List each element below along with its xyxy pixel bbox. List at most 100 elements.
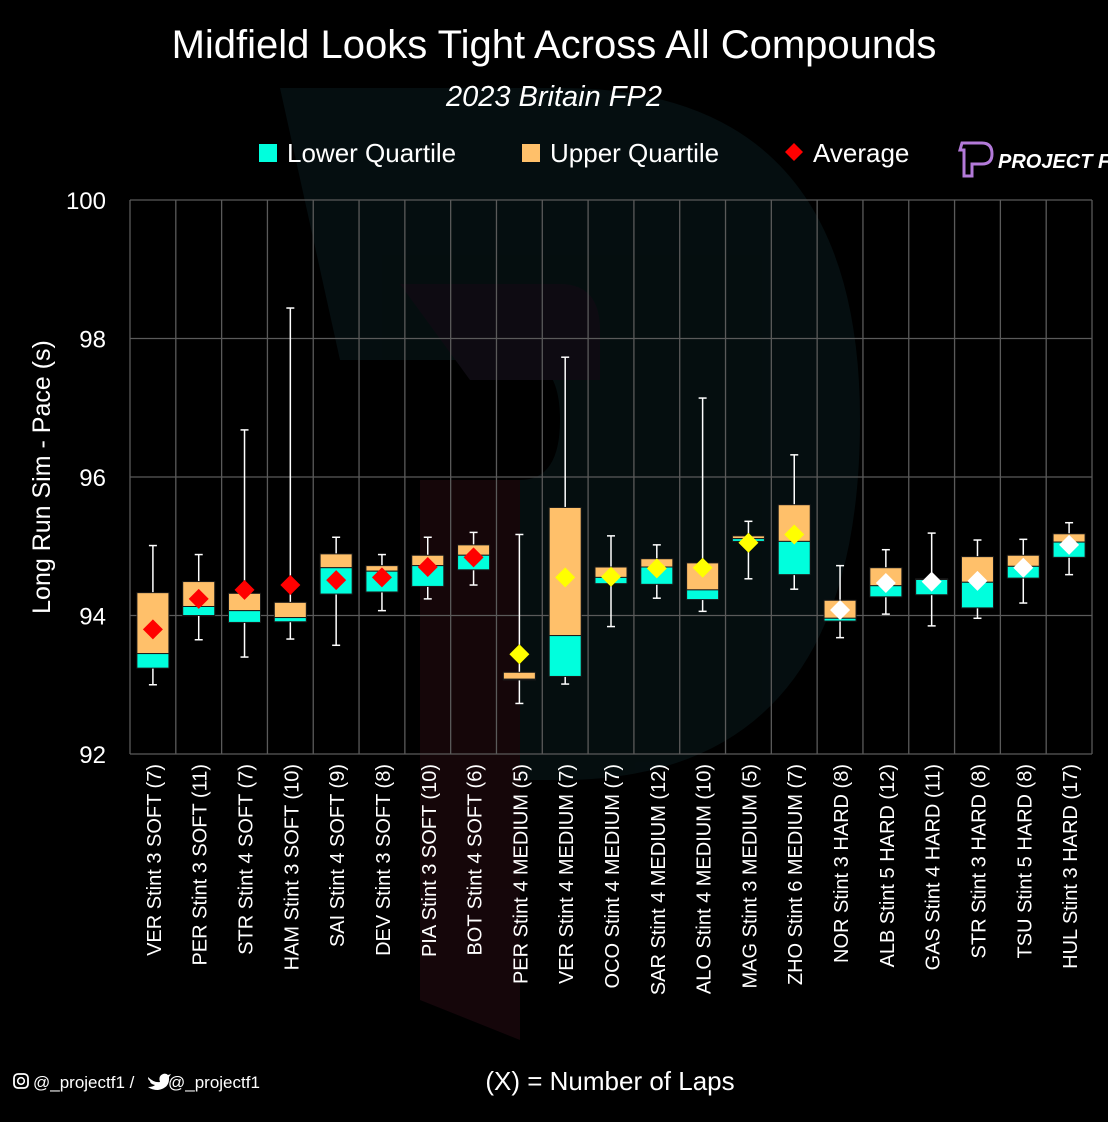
y-axis: 92 94 96 98 100 [66,188,106,769]
legend-swatch-upper-quartile [522,144,540,162]
box-18 [915,532,949,627]
box-1 [136,544,170,686]
box-19 [960,539,994,620]
y-tick-label: 100 [66,188,106,215]
lower-quartile-box [502,678,536,681]
x-tick-label: STR Stint 4 SOFT (7) [236,764,258,955]
x-tick-label: TSU Stint 5 HARD (8) [1014,764,1036,958]
box-11 [594,535,628,628]
x-tick-label: HUL Stint 3 HARD (17) [1060,764,1082,969]
x-tick-label: ALB Stint 5 HARD (12) [877,764,899,967]
box-9 [502,533,536,705]
y-tick-label: 94 [79,604,106,631]
legend-label-lower-quartile: Lower Quartile [287,138,456,168]
average-marker [1013,557,1034,578]
average-marker [326,570,347,591]
y-tick-label: 96 [79,465,106,492]
x-tick-label: DEV Stint 3 SOFT (8) [373,764,395,956]
average-marker [967,570,988,591]
box-13 [686,397,720,613]
chart-title: Midfield Looks Tight Across All Compound… [172,23,937,67]
legend-swatch-average [785,143,803,161]
box-21 [1052,521,1086,576]
box-4 [273,307,307,640]
x-axis-note: (X) = Number of Laps [485,1066,734,1096]
average-marker [601,566,621,587]
x-tick-label: SAI Stint 4 SOFT (9) [327,764,349,947]
box-2 [182,553,216,641]
x-tick-label: SAR Stint 4 MEDIUM (12) [648,764,670,995]
x-tick-label: PIA Stint 3 SOFT (10) [419,764,441,957]
box-12 [640,544,674,599]
legend-swatch-lower-quartile [259,144,277,162]
average-marker [417,557,438,578]
upper-quartile-box [319,553,353,569]
legend-label-average: Average [813,138,909,168]
average-marker [509,644,530,665]
average-marker [371,567,392,588]
box-8 [457,531,491,586]
x-tick-label: PER Stint 3 SOFT (11) [190,764,212,966]
average-marker [692,557,713,578]
x-tick-label: STR Stint 3 HARD (8) [968,764,990,958]
box-3 [228,429,262,658]
upper-quartile-box [502,671,536,680]
box-17 [869,548,903,615]
average-marker [830,599,851,620]
average-marker [921,571,942,592]
x-tick-label: OCO Stint 4 MEDIUM (7) [602,764,624,988]
x-tick-label: BOT Stint 4 SOFT (6) [465,764,487,956]
plot-grid [129,199,1093,755]
average-marker [280,575,301,596]
box-16 [823,564,857,639]
lower-quartile-box [777,540,811,576]
average-marker [1059,534,1080,555]
box-20 [1006,538,1040,604]
chart-subtitle: 2023 Britain FP2 [445,81,662,113]
x-tick-label: HAM Stint 3 SOFT (10) [281,764,303,970]
lower-quartile-box [136,653,170,669]
instagram-icon [13,1073,29,1089]
x-tick-label: VER Stint 4 MEDIUM (7) [556,764,578,984]
average-marker [646,558,667,579]
x-tick-label: PER Stint 4 MEDIUM (5) [510,764,532,984]
y-tick-label: 98 [79,327,106,354]
average-marker [463,547,484,568]
lower-quartile-box [228,610,262,623]
box-14 [731,520,765,580]
lower-quartile-box [686,589,720,601]
legend: Lower Quartile Upper Quartile Average [259,138,909,168]
x-tick-label: ALO Stint 4 MEDIUM (10) [694,764,716,994]
x-tick-label: MAG Stint 3 MEDIUM (5) [739,764,761,988]
average-marker [738,532,759,553]
p1-logo-icon [958,141,994,178]
legend-label-upper-quartile: Upper Quartile [550,138,719,168]
y-tick-label: 92 [79,742,106,769]
average-marker [555,567,576,588]
x-tick-label: NOR Stint 3 HARD (8) [831,764,853,963]
social-handle-twitter: @_projectf1 [168,1073,260,1092]
x-tick-label: VER Stint 3 SOFT (7) [144,764,166,956]
social-footer: @_projectf1 / @_projectf1 [13,1073,260,1092]
x-tick-label: ZHO Stint 6 MEDIUM (7) [785,764,807,985]
x-tick-label: GAS Stint 4 HARD (11) [923,764,945,970]
lower-quartile-box [273,617,307,623]
average-marker [234,579,255,600]
twitter-icon [148,1073,171,1090]
instagram-icon-lens [16,1076,26,1086]
box-15 [777,454,811,590]
average-marker [875,572,896,593]
logo-text: PROJECT F1 [998,151,1108,173]
project-f1-logo: PROJECT F1 [958,141,1108,178]
x-axis: VER Stint 3 SOFT (7) PER Stint 3 SOFT (11… [144,764,1082,995]
social-handle-instagram: @_projectf1 / [33,1073,135,1092]
plot-marks [136,307,1086,705]
box-7 [411,536,445,600]
box-10 [548,356,582,685]
lower-quartile-box [548,635,582,677]
average-marker [142,619,163,640]
box-5 [319,536,353,647]
average-marker [784,524,805,545]
average-marker [188,588,209,609]
